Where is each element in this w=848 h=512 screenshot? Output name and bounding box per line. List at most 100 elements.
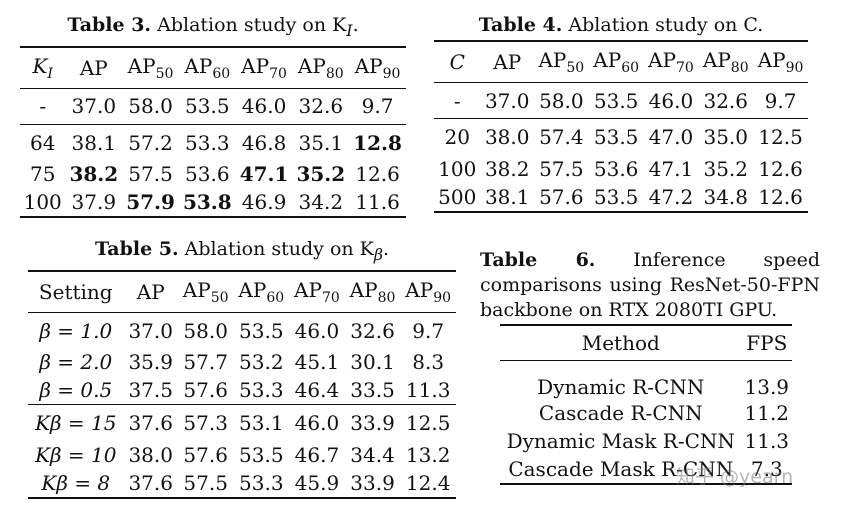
table5-cell: 46.4: [294, 378, 340, 403]
table-5-caption-end: .: [383, 238, 390, 260]
table3-cell: 46.0: [235, 87, 293, 125]
table4-row: -37.0 58.0 53.5 46.0 32.6 9.7: [434, 82, 808, 119]
table5-cell: 57.6: [183, 378, 228, 403]
table3-row: -37.0 58.0 53.5 46.0 32.6 9.7: [20, 87, 406, 125]
table5-cell: 8.3: [412, 350, 445, 375]
table6-cell: 11.2: [744, 401, 790, 425]
table-4: C AP AP50 AP60 AP70 AP80 AP90-37.0 58.0 53.5 46.0…: [434, 40, 808, 213]
table4-cell: 100: [438, 156, 477, 181]
table4-cell: 35.0: [698, 118, 754, 155]
table5-row: β = 1.0 37.0 58.0 53.5 46.0 32.6 9.7: [28, 311, 456, 349]
table4-cell: 9.7: [753, 82, 808, 119]
table3-cell: 35.2: [296, 162, 346, 187]
table5-cell: 37.5: [128, 378, 173, 403]
table5-cell: 53.2: [239, 350, 284, 375]
table5-cell: 33.5: [350, 378, 395, 403]
table5-row: β = 0.5 37.5 57.6 53.3 46.4 33.5 11.3: [28, 376, 456, 405]
table6-cell: 7.3: [741, 455, 792, 485]
table5-cell: 58.0: [177, 311, 234, 349]
table6-row: Dynamic Mask R-CNN 11.3: [500, 427, 792, 455]
table4-cell: 12.6: [758, 156, 803, 181]
table5-cell: 32.6: [344, 311, 401, 349]
table4-cell: 38.0: [480, 118, 534, 155]
table6-cell: Cascade Mask R-CNN: [500, 455, 742, 485]
table5-cell: 30.1: [350, 350, 395, 375]
table-4-caption-text: Ablation study on C.: [568, 14, 764, 36]
table3-cell: 47.1: [239, 162, 289, 187]
table4-cell: 35.2: [703, 156, 748, 181]
table4-cell: 46.0: [643, 82, 699, 119]
table5-cell: 12.5: [400, 404, 456, 441]
table6-cell: Cascade R-CNN: [538, 401, 703, 425]
table3-cell: 53.6: [185, 162, 230, 187]
table3-cell: 100: [20, 188, 66, 219]
table3-cell: 37.9: [65, 188, 123, 219]
table5-cell: 57.5: [177, 468, 234, 499]
table5-cell: 33.9: [344, 468, 401, 499]
table4-header-cell: AP60: [588, 40, 644, 83]
table3-cell: 64: [20, 123, 66, 161]
table3-cell: 46.8: [235, 123, 293, 161]
table3-cell: 11.6: [349, 188, 406, 219]
table-6-caption: Table 6. Inference speed comparisons usi…: [480, 248, 820, 323]
table3-row: 75 38.2 57.5 53.6 47.1 35.2 12.6: [20, 160, 406, 188]
table3-cell: 34.2: [292, 188, 350, 219]
table3-cell: 53.5: [178, 87, 236, 125]
table5-cell: 37.0: [123, 311, 178, 349]
table3-cell: 57.2: [122, 123, 179, 161]
table4-header-cell: AP90: [753, 40, 808, 83]
table5-cell: 53.3: [233, 468, 290, 499]
table5-cell: 53.1: [233, 404, 290, 441]
table-5-caption-sub: β: [373, 244, 384, 264]
table6-cell: Dynamic Mask R-CNN: [506, 429, 735, 453]
table5-cell: 45.1: [294, 350, 340, 375]
table5-header-cell: AP60: [233, 269, 290, 313]
table4-cell: 32.6: [698, 82, 754, 119]
table5-cell: 37.6: [123, 404, 178, 441]
table5-cell: 33.9: [344, 404, 401, 441]
table3-cell: 9.7: [349, 87, 406, 125]
table4-cell: 12.5: [753, 118, 808, 155]
table4-header-row: C AP AP50 AP60 AP70 AP80 AP90: [434, 40, 808, 83]
table3-cell: 75: [29, 162, 56, 187]
table5-cell: 46.0: [289, 311, 345, 349]
table-6-label: Table 6.: [480, 249, 596, 271]
table6-cell: 11.3: [744, 429, 790, 453]
table4-header-cell: AP70: [643, 40, 699, 83]
table5-cell: 12.4: [400, 468, 456, 499]
table5-row: β = 2.0 35.9 57.7 53.2 45.1 30.1 8.3: [28, 348, 456, 376]
table6-header-row: Method FPS: [500, 324, 792, 361]
table5-header-cell: AP80: [344, 269, 401, 313]
table4-cell: 57.4: [533, 118, 589, 155]
table3-cell: 12.6: [355, 162, 400, 187]
table5-cell: β = 2.0: [39, 350, 113, 375]
table5-cell: 37.6: [123, 468, 178, 499]
table5-cell: 46.0: [289, 404, 345, 441]
table4-cell: 500: [434, 182, 481, 213]
table4-cell: 34.8: [698, 182, 754, 213]
table4-header-cell: AP50: [533, 40, 589, 83]
table5-cell: 57.6: [183, 442, 228, 467]
table-6-block: Method FPS Dynamic R-CNN 13.9 Cascade R-CNN 1…: [500, 324, 792, 485]
table-6: Method FPS Dynamic R-CNN 13.9 Cascade R-CNN 1…: [500, 324, 792, 485]
table5-cell: 53.5: [233, 311, 290, 349]
table-6-caption-text: Inference speed comparisons using ResNet…: [480, 249, 820, 321]
table4-cell: 58.0: [533, 82, 589, 119]
table3-cell: 37.0: [65, 87, 123, 125]
table5-header-cell: AP50: [177, 269, 234, 313]
table4-cell: 37.0: [480, 82, 534, 119]
table3-header-cell: AP60: [178, 45, 236, 89]
table4-cell: 57.5: [539, 156, 584, 181]
table4-header-cell: AP: [480, 40, 534, 83]
table5-cell: 57.3: [177, 404, 234, 441]
table5-cell: 9.7: [400, 311, 456, 349]
table5-header-cell: AP90: [400, 269, 456, 313]
table5-header-cell: AP: [123, 269, 178, 313]
table-5: Setting AP AP50 AP60 AP70 AP80 AP90 β = 1.0 37.0…: [28, 269, 456, 499]
table5-header-cell: Setting: [28, 269, 124, 313]
table5-row: Kβ = 15 37.6 57.3 53.1 46.0 33.9 12.5: [28, 404, 456, 441]
table3-cell: 53.3: [178, 123, 236, 161]
table3-header-row: KI AP AP50 AP60 AP70 AP80 AP90: [20, 45, 406, 89]
table6-row: Cascade Mask R-CNN 7.3: [500, 455, 792, 485]
